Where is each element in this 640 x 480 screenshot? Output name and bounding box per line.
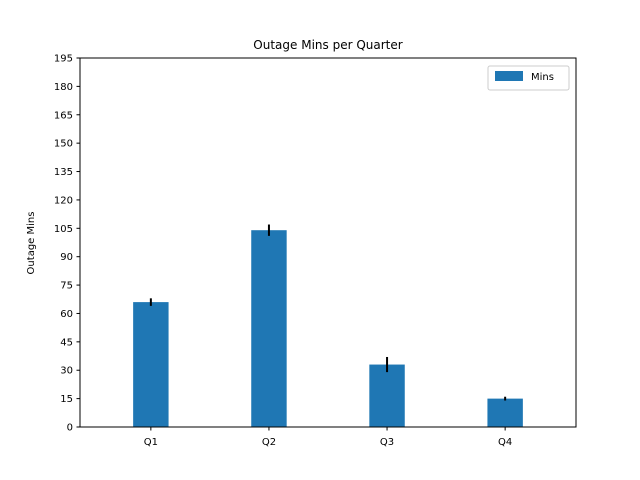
y-tick-label: 195	[54, 54, 73, 65]
y-tick-label: 90	[60, 252, 73, 263]
y-tick-label: 15	[60, 394, 73, 405]
bars-layer	[133, 230, 523, 427]
bar-q2	[251, 230, 287, 427]
y-tick-label: 120	[54, 195, 73, 206]
legend: Mins	[487, 65, 570, 91]
y-tick-label: 30	[60, 366, 73, 377]
x-tick-label: Q4	[498, 437, 512, 448]
y-tick-label: 75	[60, 281, 73, 292]
legend-label: Mins	[531, 72, 554, 83]
x-tick-label: Q2	[262, 437, 276, 448]
y-axis-label: Outage Mins	[26, 212, 37, 275]
y-tick-label: 135	[54, 167, 73, 178]
bar-q1	[133, 302, 169, 427]
y-tick-label: 180	[54, 82, 73, 93]
x-ticks-layer: Q1 Q2 Q3 Q4	[144, 427, 512, 448]
legend-swatch	[495, 71, 523, 81]
x-tick-label: Q1	[144, 437, 158, 448]
y-tick-label: 165	[54, 110, 73, 121]
y-tick-label: 0	[67, 423, 73, 434]
y-ticks-layer: 0 15 30 45 60 75 90 105 120 135 150 165 180 195	[54, 54, 80, 434]
bar-q4	[487, 398, 523, 427]
y-tick-label: 150	[54, 139, 73, 150]
y-tick-label: 60	[60, 309, 73, 320]
plot-frame	[79, 57, 577, 428]
chart-title: Outage Mins per Quarter	[253, 38, 402, 52]
y-tick-label: 105	[54, 224, 73, 235]
error-bars-layer	[149, 224, 507, 401]
bar-q3	[369, 364, 405, 427]
x-tick-label: Q3	[380, 437, 394, 448]
y-tick-label: 45	[60, 337, 73, 348]
